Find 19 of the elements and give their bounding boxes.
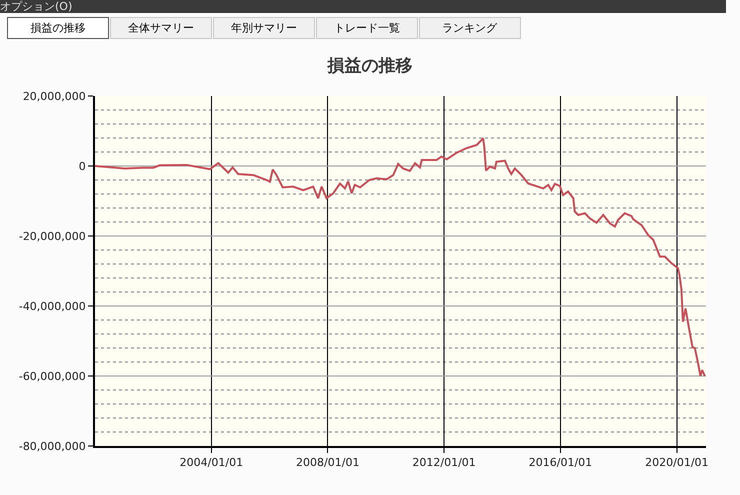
y-tick-label: 0 [78,160,86,173]
text: 損益の推移 [30,22,86,34]
y-tick-label: -20,000,000 [18,230,86,243]
x-tick-label: 2016/01/01 [528,456,592,470]
text: ランキング [442,22,498,34]
x-tick-label: 2004/01/01 [180,456,244,470]
y-tick-label: -40,000,000 [18,300,86,313]
text: トレード一覧 [334,22,400,34]
y-tick-label: -60,000,000 [18,370,86,383]
y-tick-label: 20,000,000 [22,90,86,103]
x-tick-label: 2008/01/01 [296,456,360,470]
chart-title: 損益の推移 [326,56,412,76]
x-tick-label: 2020/01/01 [645,456,709,470]
x-tick-label: 2012/01/01 [412,456,476,470]
line-series [95,137,706,377]
text: 年別サマリー [231,22,297,34]
text: オプション(O) [0,0,72,13]
y-tick-label: -80,000,000 [18,440,86,453]
text: 全体サマリー [128,22,194,34]
